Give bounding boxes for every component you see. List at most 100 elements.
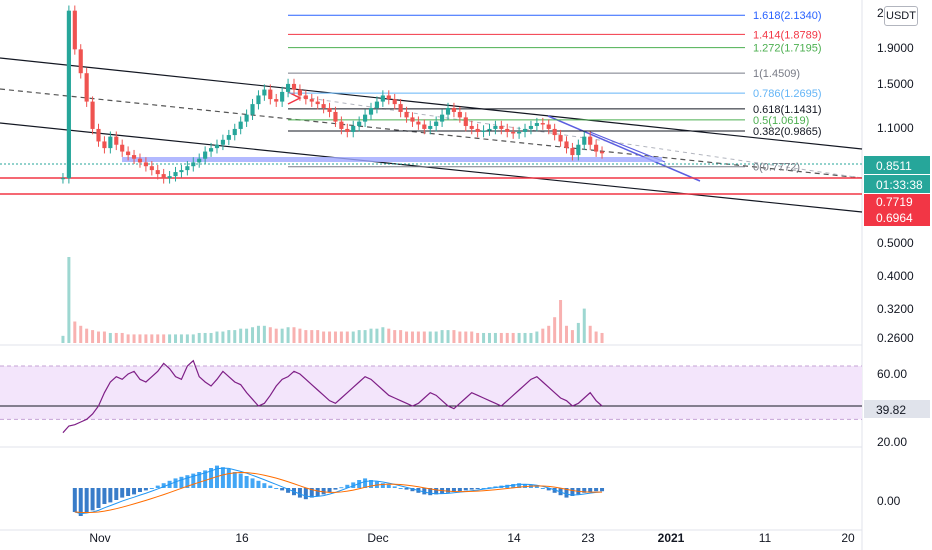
candle-body: [303, 95, 308, 100]
candle-body: [285, 83, 291, 92]
volume-bar: [476, 332, 480, 343]
rsi-axis-tick-label: 20.00: [877, 435, 907, 449]
macd-histogram-bar: [226, 468, 231, 488]
candle-body: [96, 128, 101, 142]
volume-bar: [227, 330, 231, 343]
macd-histogram-bar: [546, 488, 551, 491]
volume-bar: [162, 334, 166, 343]
volume-bar: [67, 257, 71, 343]
candle-body: [131, 155, 137, 159]
volume-bar: [233, 330, 237, 343]
volume-bar: [499, 332, 503, 343]
macd-histogram-bar: [434, 488, 439, 495]
candle-body: [280, 91, 285, 102]
candle-body: [357, 121, 362, 126]
price-axis-tick-label: 0.2600: [877, 331, 914, 345]
volume-bar: [428, 331, 432, 343]
candle-body: [374, 101, 380, 108]
macd-histogram-bar: [268, 485, 273, 488]
macd-histogram-bar: [422, 488, 427, 495]
volume-bar: [203, 332, 207, 343]
candle-body: [72, 10, 77, 50]
macd-histogram-bar: [274, 488, 279, 489]
fib-level-label: 1.414(1.8789): [753, 29, 822, 41]
candle-body: [268, 89, 273, 100]
volume-bar: [239, 328, 243, 343]
volume-bar: [410, 331, 414, 343]
candle-body: [226, 135, 231, 140]
candle-body: [250, 104, 255, 115]
volume-bar: [114, 332, 118, 343]
macd-histogram-bar: [90, 488, 95, 511]
time-axis-tick-label: 23: [581, 531, 595, 545]
volume-bar: [369, 328, 373, 343]
candle-body: [594, 144, 599, 152]
volume-bar: [600, 332, 604, 343]
macd-histogram-bar: [72, 488, 77, 512]
volume-bar: [339, 331, 343, 343]
candle-body: [161, 174, 166, 179]
macd-histogram-bar: [564, 488, 569, 498]
macd-histogram-bar: [132, 488, 137, 495]
macd-histogram-bar: [339, 487, 344, 489]
price-axis-tick-label: 1.5000: [877, 77, 914, 91]
candle-body: [262, 89, 267, 96]
currency-badge[interactable]: USDT: [884, 6, 918, 26]
candle-body: [114, 136, 119, 145]
volume-bar: [79, 325, 83, 343]
macd-histogram-bar: [363, 478, 368, 488]
candle-body: [321, 104, 326, 108]
candle-body: [256, 95, 261, 105]
macd-histogram-bar: [327, 488, 332, 492]
macd-histogram-bar: [155, 485, 160, 488]
price-axis-tick-label: 0.5000: [877, 236, 914, 250]
macd-histogram-bar: [96, 488, 101, 508]
macd-histogram-bar: [126, 488, 131, 496]
macd-histogram-bar: [297, 488, 302, 498]
macd-histogram-bar: [594, 488, 599, 492]
macd-histogram-bar: [84, 488, 89, 512]
candle-body: [155, 170, 160, 175]
macd-histogram-bar: [540, 488, 545, 489]
macd-histogram-bar: [149, 488, 154, 489]
volume-bar: [91, 330, 95, 343]
candle-body: [108, 136, 113, 149]
candle-body: [386, 95, 391, 100]
macd-histogram-bar: [481, 488, 486, 489]
macd-signal-line: [74, 472, 603, 513]
macd-axis-tick-label: 0.00: [877, 494, 901, 508]
volume-bar: [138, 334, 142, 343]
volume-bar: [120, 332, 124, 343]
current-price-badge-bg: [864, 156, 930, 174]
macd-histogram-bar: [137, 488, 142, 492]
macd-histogram-bar: [256, 480, 261, 488]
macd-histogram-bar: [487, 487, 492, 489]
candle-body: [66, 10, 71, 179]
candle-body: [238, 121, 243, 129]
volume-bar: [345, 331, 349, 343]
volume-bar: [393, 330, 397, 343]
volume-bar: [511, 332, 515, 343]
candle-body: [173, 172, 178, 177]
candle-body: [167, 176, 172, 179]
macd-histogram-bar: [232, 472, 237, 488]
macd-histogram-bar: [280, 488, 285, 491]
fib-level-label: 1.272(1.7195): [753, 43, 822, 55]
macd-histogram-bar: [457, 488, 462, 492]
volume-bar: [535, 331, 539, 343]
macd-histogram-bar: [309, 488, 314, 498]
support-badge-1-bg: [864, 194, 930, 210]
candle-body: [440, 114, 445, 122]
candle-body: [84, 73, 89, 102]
volume-bar: [570, 330, 574, 343]
time-axis-tick-label: 16: [235, 531, 249, 545]
candle-body: [149, 166, 154, 171]
volume-bar: [505, 332, 509, 343]
candle-body: [309, 99, 314, 102]
volume-bar: [351, 331, 355, 343]
macd-histogram-bar: [173, 478, 178, 488]
macd-histogram-bar: [250, 478, 255, 488]
macd-histogram-bar: [475, 488, 480, 489]
